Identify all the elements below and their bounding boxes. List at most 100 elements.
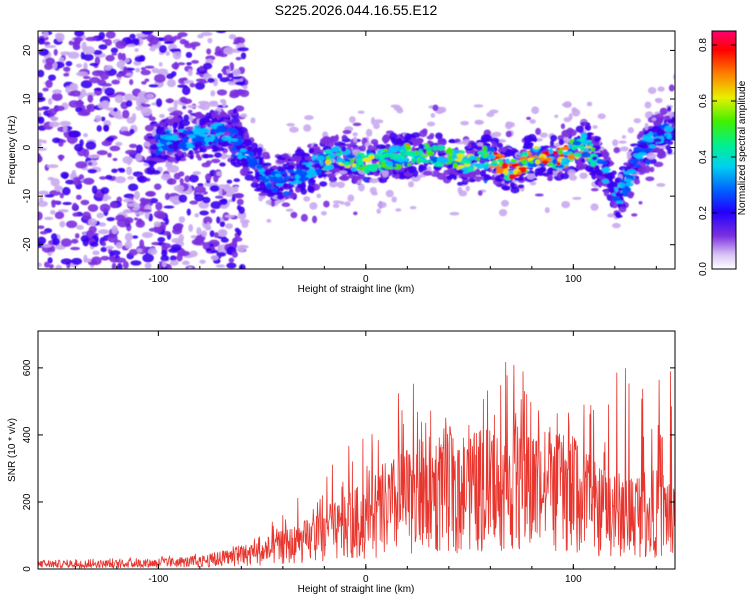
- heatmap-cell: [320, 211, 327, 216]
- heatmap-cell: [258, 194, 264, 202]
- heatmap-cell: [407, 181, 415, 188]
- heatmap-cell: [649, 166, 655, 173]
- heatmap-cell: [208, 101, 219, 107]
- spectrogram-x-tick-label: 100: [565, 274, 582, 285]
- heatmap-cell: [376, 149, 382, 155]
- heatmap-cell: [83, 177, 95, 185]
- heatmap-cell: [236, 198, 244, 206]
- heatmap-cell: [38, 225, 45, 230]
- heatmap-cell: [135, 105, 144, 111]
- heatmap-cell: [137, 175, 148, 183]
- heatmap-cell: [173, 172, 181, 180]
- heatmap-cell: [122, 198, 134, 203]
- heatmap-cell: [54, 185, 63, 192]
- heatmap-cell: [106, 217, 115, 222]
- heatmap-cell: [221, 141, 229, 148]
- colorbar-tick-label: 0.4: [698, 150, 709, 164]
- heatmap-cell: [353, 136, 358, 143]
- heatmap-cell: [87, 168, 98, 174]
- heatmap-cell: [539, 132, 548, 138]
- heatmap-cell: [590, 147, 596, 152]
- heatmap-cell: [446, 147, 452, 153]
- heatmap-cell: [541, 160, 549, 165]
- heatmap-cell: [274, 173, 282, 178]
- heatmap-cell: [213, 147, 219, 151]
- heatmap-cell: [307, 178, 316, 186]
- heatmap-cell: [234, 105, 245, 112]
- heatmap-cell: [214, 152, 222, 158]
- heatmap-cell: [613, 147, 620, 154]
- heatmap-cell: [560, 123, 566, 130]
- heatmap-cell: [92, 49, 103, 55]
- heatmap-cell: [71, 169, 77, 177]
- heatmap-cell: [111, 225, 118, 235]
- heatmap-cell: [231, 239, 238, 248]
- heatmap-cell: [190, 235, 197, 239]
- heatmap-cell: [68, 100, 80, 108]
- heatmap-cell: [206, 221, 211, 230]
- heatmap-cell: [385, 189, 394, 198]
- heatmap-cell: [141, 231, 154, 239]
- heatmap-cell: [271, 199, 276, 207]
- heatmap-cell: [60, 238, 72, 247]
- heatmap-cell: [161, 260, 167, 268]
- heatmap-cell: [59, 120, 72, 127]
- heatmap-cell: [319, 181, 328, 187]
- heatmap-cell: [589, 143, 594, 147]
- heatmap-cell: [111, 79, 120, 85]
- heatmap-cell: [275, 191, 284, 196]
- heatmap-cell: [571, 107, 578, 113]
- heatmap-cell: [342, 129, 352, 135]
- snr-panel: -100 0 100 0 200 400 600 Height of straight l…: [7, 330, 676, 595]
- heatmap-cell: [233, 185, 239, 193]
- heatmap-cell: [336, 158, 346, 163]
- heatmap-cell: [153, 183, 162, 191]
- heatmap-cell: [227, 81, 238, 86]
- colorbar-tick-label: 0.8: [698, 38, 709, 52]
- heatmap-cell: [47, 257, 53, 264]
- heatmap-cell: [127, 202, 136, 207]
- heatmap-cell: [38, 37, 45, 45]
- heatmap-cell: [147, 160, 157, 165]
- heatmap-cell: [43, 41, 51, 46]
- heatmap-cell: [186, 104, 198, 109]
- heatmap-cell: [45, 44, 57, 49]
- heatmap-cell: [216, 114, 221, 121]
- heatmap-cell: [63, 66, 71, 72]
- heatmap-cell: [219, 229, 227, 237]
- heatmap-cell: [426, 150, 434, 157]
- heatmap-cell: [231, 76, 242, 80]
- heatmap-cell: [228, 34, 237, 40]
- heatmap-cell: [38, 107, 45, 111]
- heatmap-cell: [309, 202, 318, 210]
- heatmap-cell: [473, 162, 479, 167]
- heatmap-cell: [38, 92, 44, 98]
- heatmap-cell: [352, 132, 358, 137]
- heatmap-cell: [377, 201, 387, 208]
- heatmap-cell: [145, 191, 155, 197]
- heatmap-cell: [510, 163, 521, 167]
- heatmap-cell: [572, 140, 582, 146]
- heatmap-cell: [116, 263, 123, 269]
- heatmap-cell: [248, 151, 254, 156]
- heatmap-cell: [151, 67, 160, 74]
- heatmap-cell: [289, 126, 299, 133]
- heatmap-cell: [197, 100, 210, 105]
- heatmap-cell: [83, 133, 89, 138]
- heatmap-cell: [332, 200, 342, 204]
- heatmap-cell: [189, 250, 198, 258]
- heatmap-cell: [594, 164, 600, 172]
- heatmap-cell: [633, 118, 642, 124]
- heatmap-cell: [86, 104, 93, 110]
- heatmap-cell: [76, 225, 84, 230]
- heatmap-cell: [372, 163, 382, 168]
- heatmap-cell: [106, 136, 115, 142]
- heatmap-cell: [80, 80, 93, 89]
- heatmap-cell: [48, 264, 54, 269]
- heatmap-cell: [188, 115, 194, 122]
- snr-y-tick-label: 0: [22, 566, 33, 572]
- heatmap-cell: [312, 159, 320, 164]
- heatmap-cell: [240, 113, 248, 118]
- heatmap-cell: [203, 62, 213, 70]
- heatmap-cell: [154, 73, 166, 83]
